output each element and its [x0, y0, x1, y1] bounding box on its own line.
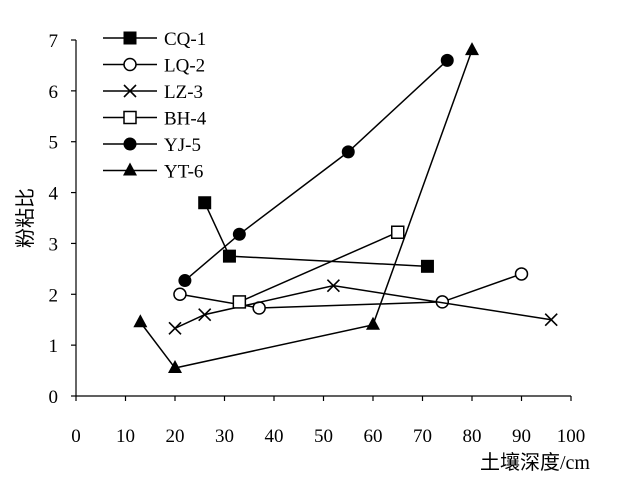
y-tick-label: 2 [49, 285, 59, 306]
data-point [168, 360, 182, 374]
y-tick-label: 4 [49, 184, 59, 205]
y-ticks: 0 1 2 3 4 5 6 7 [49, 31, 76, 408]
series-line [139, 49, 473, 369]
series-LQ-2 [173, 267, 529, 315]
legend-item: CQ-1 [103, 29, 206, 50]
legend-label: YJ-5 [164, 135, 201, 156]
data-point [514, 267, 529, 281]
series-line [179, 273, 522, 309]
x-tick-label: 40 [265, 426, 284, 447]
y-tick-label: 7 [49, 31, 59, 52]
legend-item: BH-4 [103, 109, 207, 130]
legend-item: LZ-3 [103, 82, 203, 103]
legend-marker [123, 57, 137, 72]
y-tick-label: 3 [49, 234, 59, 255]
x-ticks: 0 10 20 30 40 50 60 70 80 90 100 [71, 396, 585, 447]
data-point [232, 227, 246, 241]
data-point [420, 259, 434, 273]
legend-label: CQ-1 [164, 29, 206, 50]
data-point [440, 53, 454, 67]
data-point [544, 313, 558, 327]
x-tick-label: 50 [314, 426, 333, 447]
data-point [465, 42, 479, 56]
series-line [174, 284, 552, 330]
data-point [168, 321, 182, 335]
x-tick-label: 90 [512, 426, 531, 447]
data-point [198, 308, 212, 322]
series-LZ-3 [168, 279, 558, 335]
data-point [326, 279, 340, 293]
x-tick-label: 100 [557, 426, 586, 447]
series-YJ-5 [178, 53, 454, 288]
series-line [184, 59, 448, 282]
legend-label: BH-4 [164, 109, 207, 130]
x-axis-title: 土壤深度/cm [480, 451, 590, 474]
data-point [133, 314, 148, 328]
series-BH-4 [232, 225, 405, 309]
y-tick-label: 1 [49, 336, 59, 357]
legend: CQ-1 LQ-2 LZ-3 BH-4 YJ-5 YT-6 [103, 29, 207, 183]
data-point [232, 295, 247, 309]
legend-marker [123, 137, 137, 151]
data-point [222, 249, 236, 263]
legend-marker [123, 84, 137, 98]
legend-item: YT-6 [103, 162, 203, 183]
data-point [366, 316, 380, 330]
series-CQ-1 [198, 196, 434, 273]
data-point [341, 145, 355, 159]
legend-marker [123, 110, 137, 125]
legend-marker [123, 31, 137, 45]
x-tick-label: 80 [463, 426, 482, 447]
x-tick-label: 0 [71, 426, 81, 447]
data-point [198, 196, 212, 210]
y-tick-label: 6 [49, 82, 59, 103]
y-axis-title: 粉粘比 [14, 188, 37, 248]
y-tick-label: 5 [49, 133, 59, 154]
data-point [173, 287, 187, 302]
series-line [239, 231, 399, 303]
data-point [391, 225, 405, 239]
series-YT-6 [133, 42, 479, 374]
legend-label: YT-6 [164, 162, 203, 183]
legend-label: LQ-2 [164, 56, 205, 77]
legend-label: LZ-3 [164, 82, 203, 103]
axes [75, 40, 571, 397]
legend-item: YJ-5 [103, 135, 201, 156]
x-tick-label: 20 [166, 426, 185, 447]
legend-item: LQ-2 [103, 56, 205, 77]
legend-marker [123, 162, 137, 176]
series-layer [133, 42, 558, 374]
y-tick-label: 0 [49, 387, 59, 408]
x-tick-label: 10 [116, 426, 135, 447]
x-tick-label: 30 [215, 426, 234, 447]
x-tick-label: 70 [413, 426, 432, 447]
x-tick-label: 60 [364, 426, 383, 447]
data-point [178, 274, 192, 288]
